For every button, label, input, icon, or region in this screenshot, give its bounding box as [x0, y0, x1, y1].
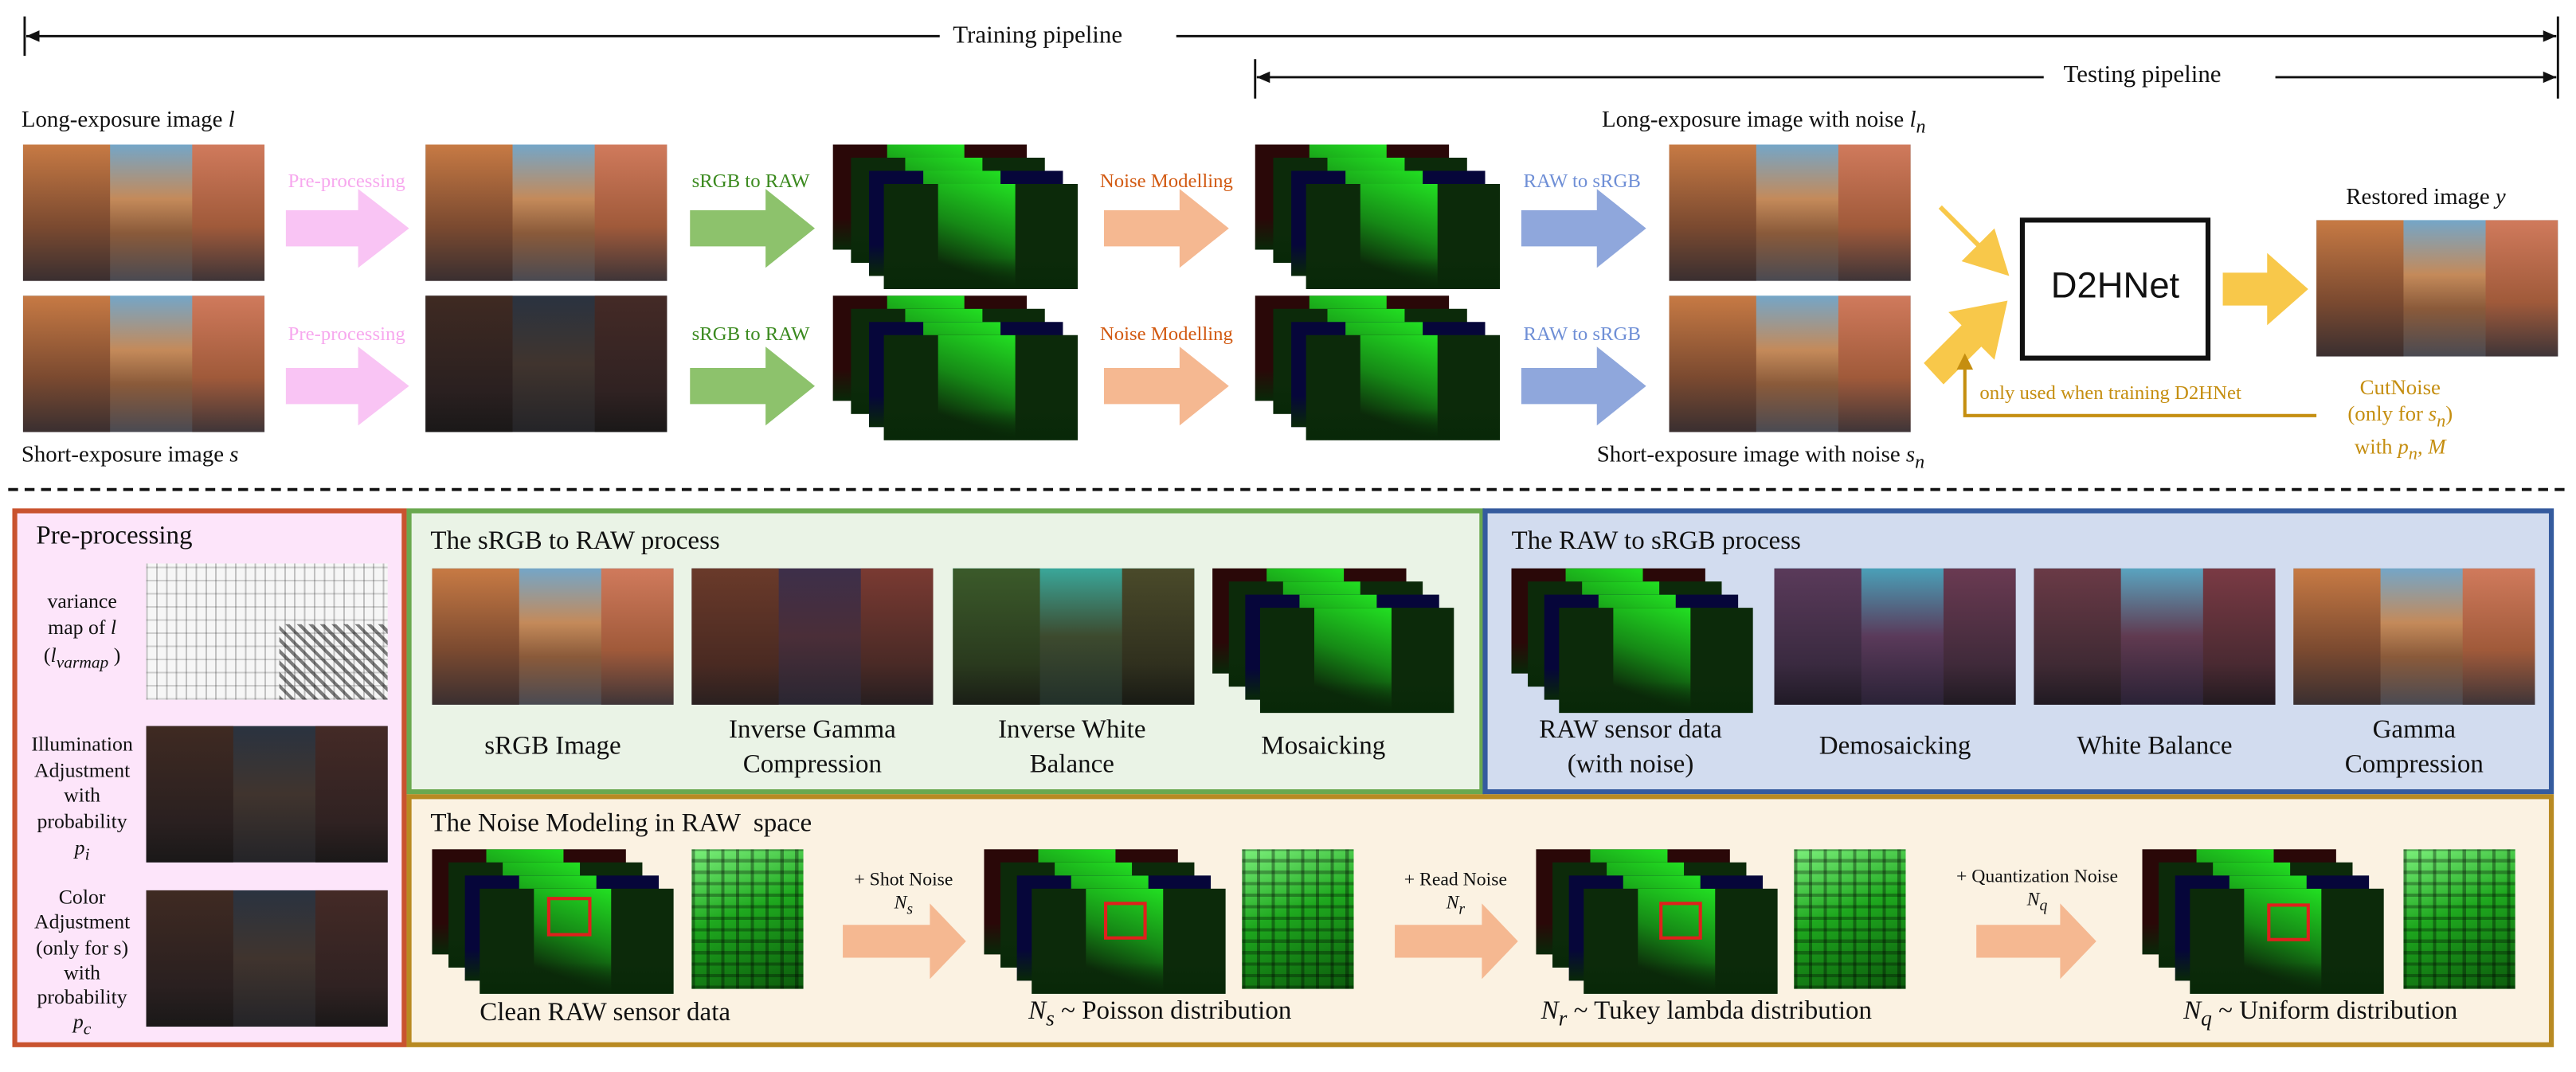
white-balance-image: [2034, 568, 2276, 705]
preprocessing-arrow-long: [285, 189, 409, 268]
preprocessing-panel-title: Pre-processing: [36, 522, 193, 550]
quantization-noise-label: + Quantization Noise Nq: [1955, 867, 2119, 916]
srgb-to-raw-arrow-short: [690, 346, 815, 426]
crop-region-marker: [1659, 902, 1702, 940]
preprocessing-arrow-label: Pre-processing: [288, 169, 405, 193]
crop-region-marker: [546, 897, 592, 937]
mosaicking-label: Mosaicking: [1261, 732, 1386, 761]
inverse-white-balance-label: Inverse White Balance: [998, 716, 1146, 779]
short-noise-caption: Short-exposure image with noise sn: [1596, 443, 1925, 473]
testing-pipeline-label: Testing pipeline: [2063, 62, 2222, 89]
preprocessing-arrow-label: Pre-processing: [288, 322, 405, 346]
long-preprocessed-image: [425, 144, 667, 281]
raw-to-srgb-arrow-label: RAW to sRGB: [1523, 322, 1641, 346]
gamma-compression-label: Gamma Compression: [2344, 716, 2484, 779]
read-noise-label: + Read Noise Nr: [1403, 871, 1508, 919]
cutnoise-feedback-label: only used when training D2HNet: [1979, 381, 2241, 405]
cutnoise-feedback-line: [1963, 364, 2317, 417]
inverse-gamma-label: Inverse Gamma Compression: [728, 716, 896, 779]
cutnoise-label: CutNoise (only for sn) with pn, M: [2347, 374, 2453, 465]
long-noise-caption: Long-exposure image with noise ln: [1601, 108, 1926, 138]
demosaicking-label: Demosaicking: [1818, 732, 1971, 761]
uniform-label: Nq ~ Uniform distribution: [2183, 996, 2458, 1031]
srgb-to-raw-arrow-label: sRGB to RAW: [691, 322, 810, 346]
gamma-compression-image: [2293, 568, 2535, 705]
long-to-d2hnet-arrow: [1922, 205, 2010, 276]
srgb-step-label: sRGB Image: [484, 732, 621, 761]
variance-map-image: [146, 563, 388, 700]
noise-modelling-arrow-label: Noise Modelling: [1099, 322, 1233, 346]
short-noisy-srgb-image: [1669, 295, 1911, 432]
raw-sensor-label: RAW sensor data (with noise): [1539, 716, 1722, 779]
tukey-label: Nr ~ Tukey lambda distribution: [1541, 996, 1873, 1031]
short-preprocessed-image: [425, 295, 667, 432]
quantization-noise-arrow: [1976, 903, 2096, 980]
raw-to-srgb-panel-title: The RAW to sRGB process: [1511, 527, 1801, 556]
srgb-to-raw-panel-title: The sRGB to RAW process: [430, 527, 720, 556]
d2hnet-output-arrow: [2222, 252, 2308, 326]
color-adjusted-image: [146, 890, 388, 1027]
noise-panel-title: The Noise Modeling in RAW space: [430, 809, 812, 838]
crop-region-marker: [1104, 902, 1147, 940]
inverse-white-balance-image: [953, 568, 1195, 705]
raw-to-srgb-arrow-label: RAW to sRGB: [1523, 169, 1641, 193]
flow-arrows: [285, 189, 2317, 426]
restored-caption: Restored image y: [2346, 186, 2506, 210]
long-exposure-caption: Long-exposure image l: [21, 108, 235, 134]
read-noise-zoom-crop: [1794, 849, 1906, 989]
srgb-image: [432, 568, 674, 705]
noise-arrow-long: [1104, 189, 1229, 268]
preprocessing-arrow-short: [285, 346, 409, 426]
srgb-to-raw-arrow-long: [690, 189, 815, 268]
white-balance-label: White Balance: [2077, 732, 2233, 761]
quantization-noise-zoom-crop: [2403, 849, 2515, 989]
long-exposure-image: [22, 144, 265, 281]
d2hnet-label: D2HNet: [2050, 264, 2180, 306]
illumination-adjustment-label: Illumination Adjustment with probability…: [31, 732, 133, 864]
short-exposure-image: [22, 295, 265, 432]
noise-arrow-short: [1104, 346, 1229, 426]
training-pipeline-label: Training pipeline: [953, 22, 1123, 49]
read-noise-arrow: [1395, 903, 1518, 980]
raw-to-srgb-arrow-short: [1521, 346, 1646, 426]
shot-noise-label: + Shot Noise Ns: [854, 871, 953, 919]
restored-image: [2316, 220, 2558, 357]
color-adjustment-label: Color Adjustment (only for s) with proba…: [33, 885, 131, 1040]
d2hnet-box: [2019, 217, 2211, 361]
shot-noise-arrow: [843, 903, 966, 980]
clean-raw-label: Clean RAW sensor data: [480, 999, 731, 1027]
noise-panel-arrows: [843, 903, 2096, 980]
variance-map-label: variance map of l (lvarmap ): [43, 589, 121, 672]
short-exposure-caption: Short-exposure image s: [21, 443, 239, 468]
short-to-d2hnet-arrow: [1924, 300, 2008, 385]
shot-noise-zoom-crop: [1242, 849, 1354, 989]
raw-to-srgb-arrow-long: [1521, 189, 1646, 268]
illumination-adjusted-image: [146, 726, 388, 863]
demosaicking-image: [1774, 568, 2016, 705]
srgb-to-raw-arrow-label: sRGB to RAW: [691, 169, 810, 193]
noise-modelling-arrow-label: Noise Modelling: [1099, 169, 1233, 193]
pipeline-brackets: [23, 16, 2559, 99]
poisson-label: Ns ~ Poisson distribution: [1028, 996, 1292, 1031]
inverse-gamma-image: [691, 568, 934, 705]
crop-region-marker: [2267, 903, 2310, 941]
clean-zoom-crop: [691, 849, 804, 989]
long-noisy-srgb-image: [1669, 144, 1911, 281]
